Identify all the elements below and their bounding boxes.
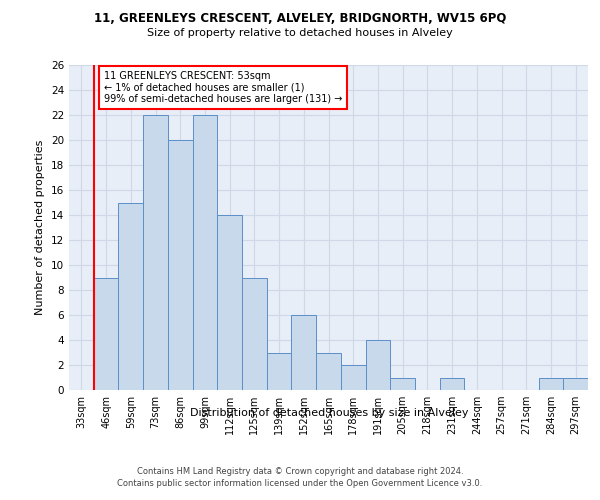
- Bar: [539, 378, 563, 390]
- Y-axis label: Number of detached properties: Number of detached properties: [35, 140, 46, 315]
- Text: Distribution of detached houses by size in Alveley: Distribution of detached houses by size …: [190, 408, 468, 418]
- Bar: [242, 278, 267, 390]
- Bar: [94, 278, 118, 390]
- Text: 11, GREENLEYS CRESCENT, ALVELEY, BRIDGNORTH, WV15 6PQ: 11, GREENLEYS CRESCENT, ALVELEY, BRIDGNO…: [94, 12, 506, 26]
- Bar: [316, 352, 341, 390]
- Text: Contains HM Land Registry data © Crown copyright and database right 2024.: Contains HM Land Registry data © Crown c…: [137, 468, 463, 476]
- Text: Contains public sector information licensed under the Open Government Licence v3: Contains public sector information licen…: [118, 479, 482, 488]
- Bar: [267, 352, 292, 390]
- Bar: [341, 365, 365, 390]
- Bar: [292, 315, 316, 390]
- Bar: [168, 140, 193, 390]
- Bar: [563, 378, 588, 390]
- Bar: [440, 378, 464, 390]
- Bar: [365, 340, 390, 390]
- Text: 11 GREENLEYS CRESCENT: 53sqm
← 1% of detached houses are smaller (1)
99% of semi: 11 GREENLEYS CRESCENT: 53sqm ← 1% of det…: [104, 71, 342, 104]
- Bar: [143, 115, 168, 390]
- Bar: [217, 215, 242, 390]
- Bar: [193, 115, 217, 390]
- Bar: [390, 378, 415, 390]
- Bar: [118, 202, 143, 390]
- Text: Size of property relative to detached houses in Alveley: Size of property relative to detached ho…: [147, 28, 453, 38]
